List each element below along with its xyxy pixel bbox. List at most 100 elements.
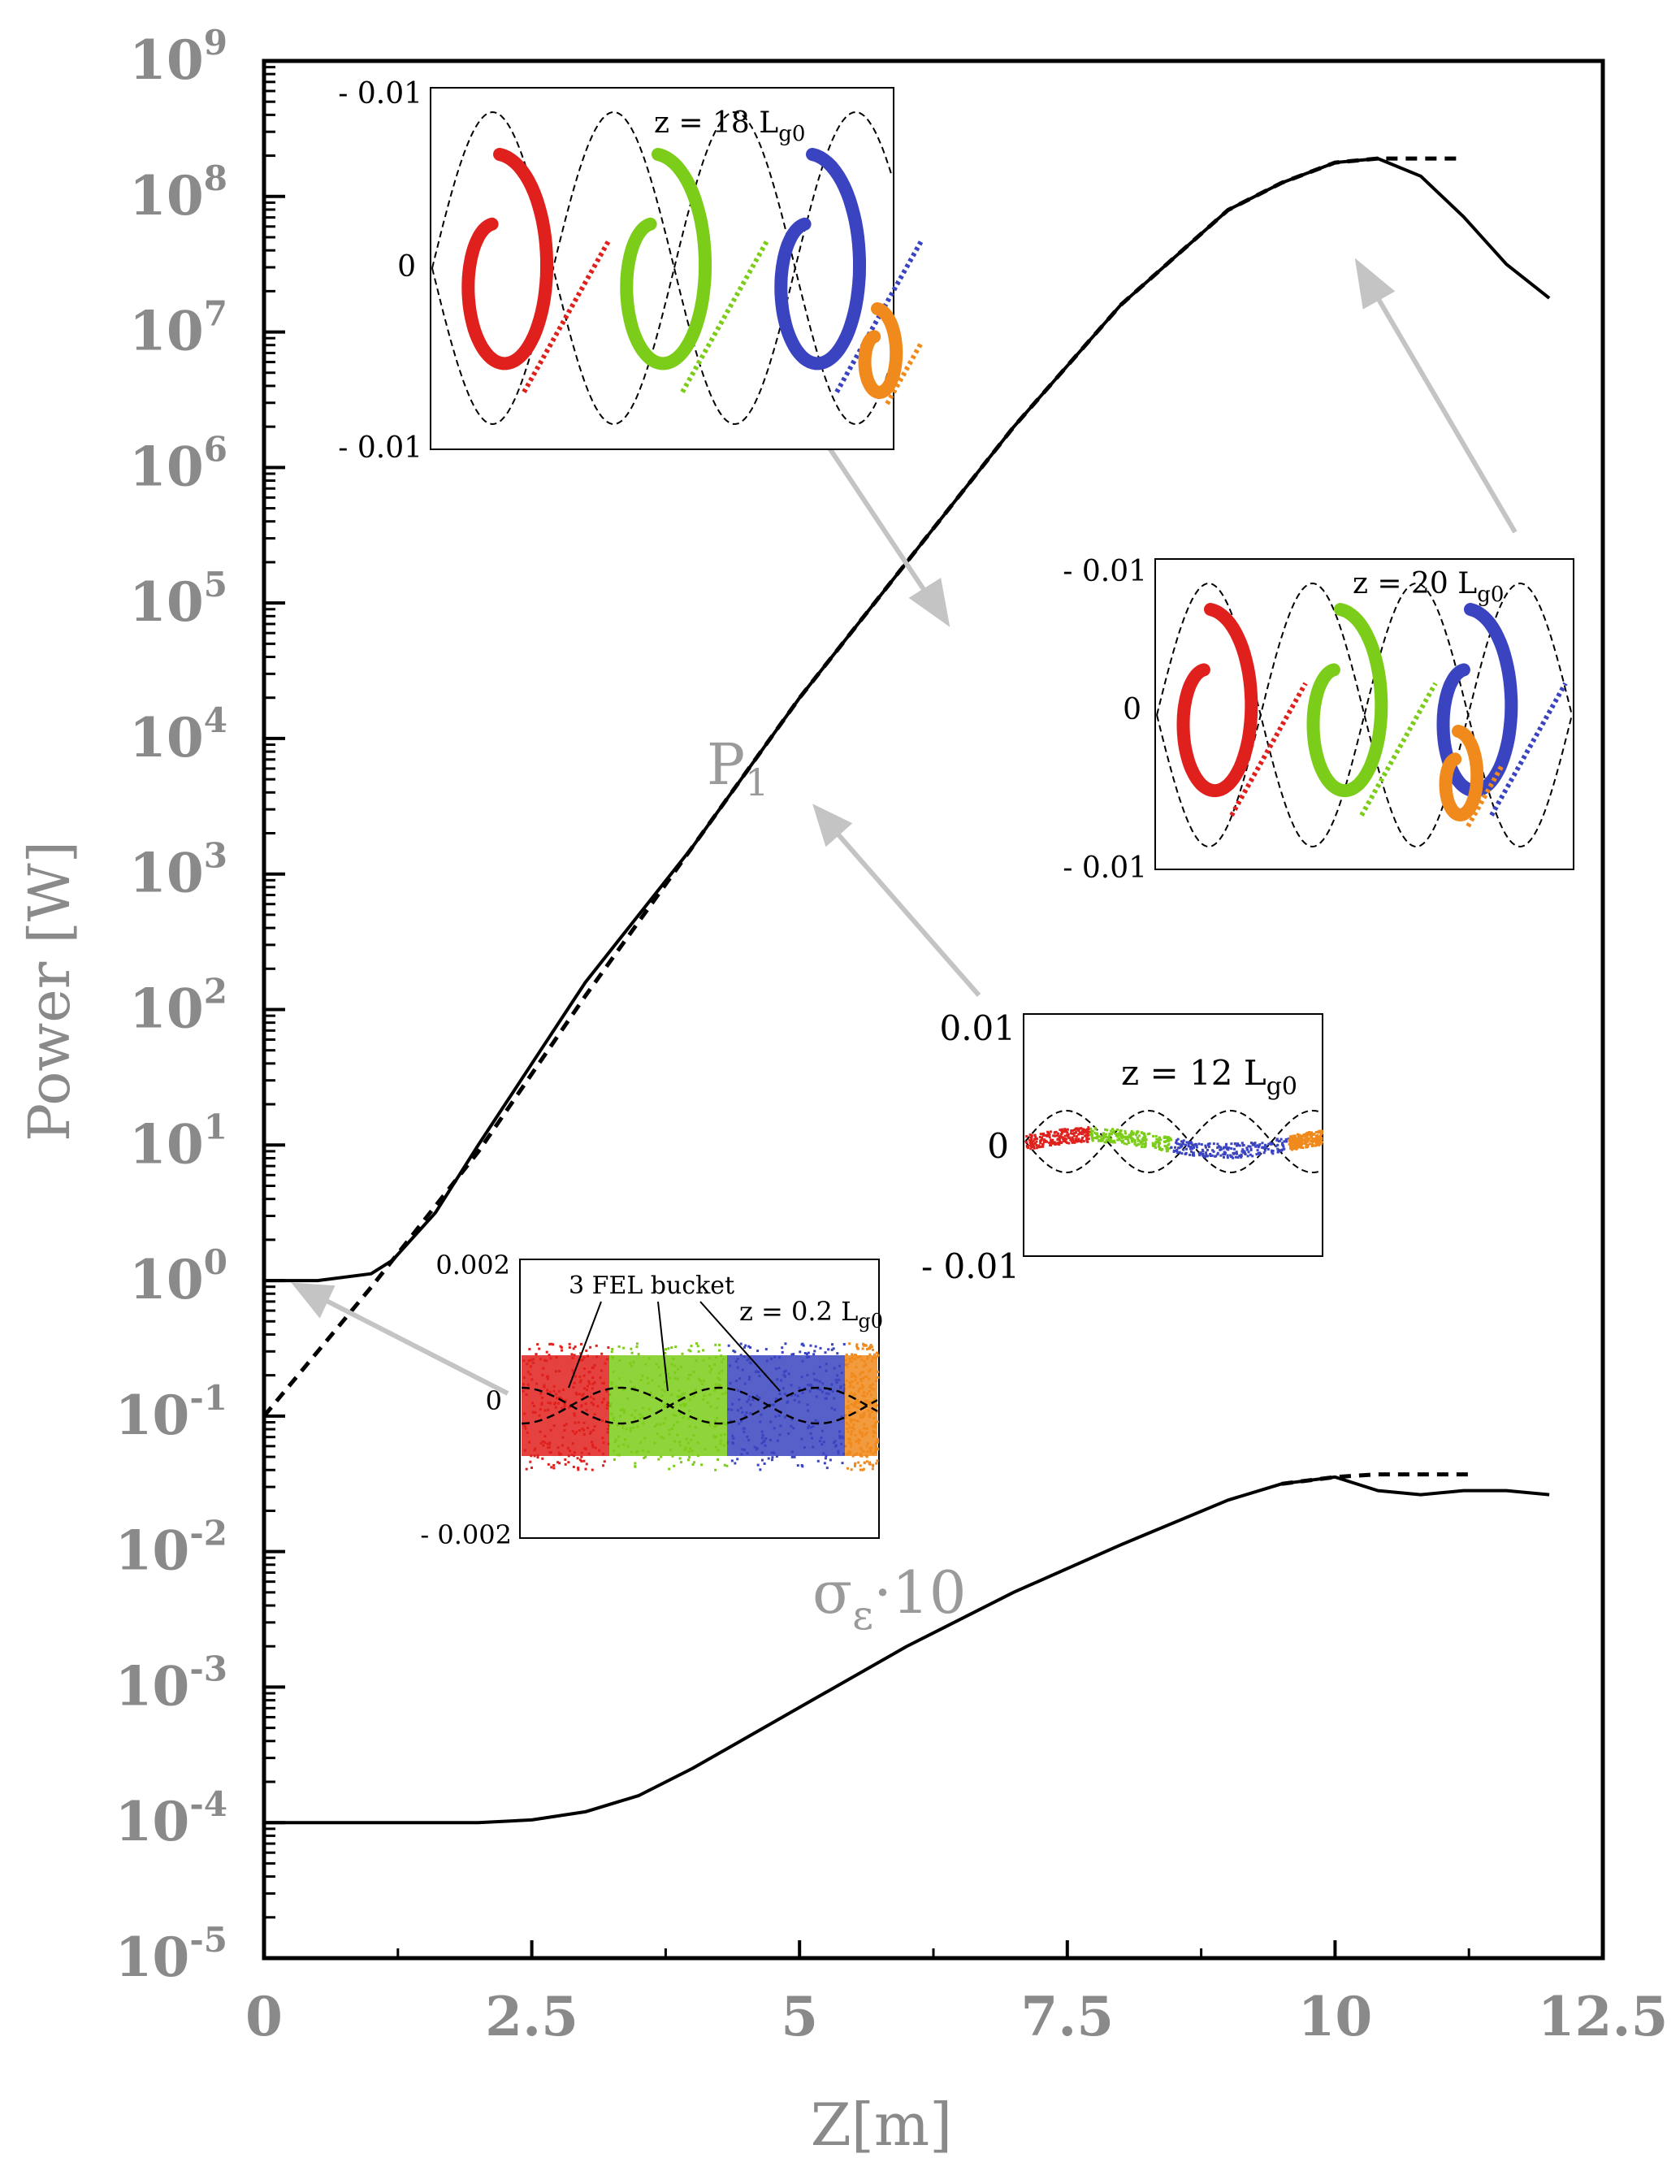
- particle: [1064, 1140, 1067, 1143]
- particle: [1158, 1136, 1161, 1139]
- particle: [570, 1454, 574, 1457]
- particle: [1059, 1141, 1062, 1144]
- particle: [1035, 1140, 1038, 1143]
- particle: [1148, 1132, 1151, 1135]
- particle: [1096, 1136, 1099, 1139]
- particle: [764, 1348, 768, 1351]
- particle: [1133, 1139, 1137, 1142]
- particle: [1129, 1133, 1132, 1136]
- particle: [852, 1403, 855, 1406]
- particle: [1054, 1130, 1058, 1133]
- particle: [676, 1433, 679, 1436]
- particle: [578, 1393, 582, 1396]
- particle: [853, 1392, 856, 1395]
- particle: [743, 1430, 746, 1433]
- particle: [610, 1381, 613, 1384]
- particle: [848, 1410, 851, 1414]
- particle: [860, 1448, 864, 1451]
- particle: [1187, 1141, 1190, 1144]
- particle: [1282, 1145, 1285, 1148]
- particle: [573, 1354, 576, 1357]
- particle: [630, 1351, 634, 1354]
- particle: [548, 1390, 552, 1393]
- phase-space-spiral: [1306, 603, 1388, 798]
- particle: [859, 1468, 862, 1471]
- particle: [1271, 1152, 1275, 1155]
- particle: [739, 1354, 743, 1357]
- particle: [662, 1436, 665, 1440]
- particle: [641, 1415, 644, 1419]
- particle: [1191, 1147, 1194, 1150]
- particle: [1062, 1139, 1065, 1142]
- particle: [793, 1455, 796, 1458]
- particle: [1200, 1143, 1203, 1146]
- inset-z02-ybottom: - 0.002: [420, 1519, 512, 1550]
- particle: [847, 1424, 851, 1427]
- particle: [874, 1357, 877, 1360]
- particle: [1320, 1137, 1323, 1140]
- particle: [1283, 1140, 1286, 1143]
- y-tick-label: 10-4: [115, 1784, 227, 1853]
- particle: [607, 1346, 610, 1350]
- particle: [859, 1414, 862, 1417]
- particle: [608, 1424, 611, 1428]
- particle: [1181, 1142, 1184, 1146]
- particle: [1197, 1142, 1201, 1146]
- bucket-arrow-1: [568, 1301, 602, 1389]
- particle: [820, 1436, 823, 1440]
- particle: [798, 1386, 801, 1389]
- particle: [781, 1350, 784, 1354]
- particle: [1176, 1138, 1180, 1141]
- particle: [1300, 1144, 1303, 1147]
- particle: [683, 1398, 686, 1401]
- particle: [835, 1444, 838, 1447]
- particle: [656, 1432, 659, 1436]
- particle: [836, 1352, 839, 1355]
- particle: [1255, 1153, 1258, 1156]
- particle: [740, 1419, 743, 1423]
- particle: [731, 1434, 734, 1437]
- particle: [1189, 1142, 1192, 1145]
- particle: [619, 1415, 622, 1418]
- particle: [687, 1373, 691, 1376]
- particle: [760, 1458, 764, 1462]
- particle: [584, 1447, 587, 1450]
- particle: [600, 1419, 604, 1423]
- particle: [571, 1442, 574, 1445]
- particle: [1312, 1144, 1315, 1147]
- particle: [1025, 1145, 1028, 1148]
- particle: [851, 1454, 855, 1458]
- particle: [602, 1441, 605, 1445]
- particle: [855, 1401, 858, 1404]
- particle: [1118, 1131, 1121, 1134]
- particle: [1310, 1142, 1314, 1146]
- particle: [849, 1418, 852, 1421]
- particle: [862, 1415, 865, 1419]
- particle: [874, 1442, 877, 1445]
- particle: [630, 1347, 633, 1350]
- particle: [1071, 1141, 1074, 1144]
- particle: [842, 1389, 846, 1393]
- particle: [1312, 1140, 1315, 1143]
- particle: [1073, 1128, 1076, 1131]
- particle: [657, 1385, 660, 1389]
- particle: [1212, 1142, 1215, 1146]
- particle: [715, 1406, 718, 1410]
- particle: [682, 1392, 686, 1395]
- particle: [1140, 1141, 1143, 1144]
- particle: [1046, 1130, 1050, 1133]
- particle: [837, 1452, 840, 1455]
- particle: [846, 1428, 849, 1431]
- particle: [1113, 1129, 1116, 1133]
- particle: [747, 1378, 751, 1381]
- particle: [1204, 1155, 1207, 1158]
- particle: [806, 1384, 809, 1387]
- particle: [1172, 1149, 1176, 1152]
- separatrix: [1024, 1110, 1322, 1173]
- particle: [1066, 1128, 1069, 1131]
- particle: [868, 1370, 871, 1373]
- particle: [851, 1386, 855, 1389]
- particle: [856, 1347, 859, 1350]
- particle: [1137, 1139, 1140, 1142]
- particle: [1249, 1153, 1252, 1156]
